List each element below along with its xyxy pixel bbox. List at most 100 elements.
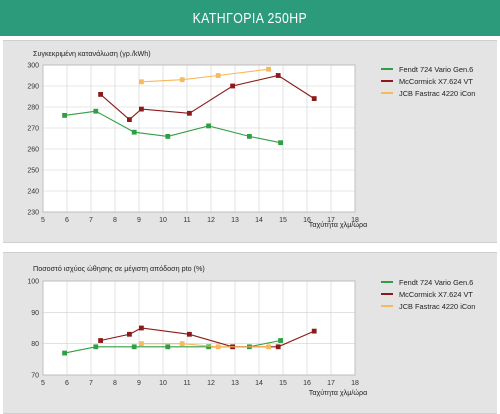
data-point-mccormick	[127, 331, 132, 337]
x-tick-label: 17	[327, 217, 335, 224]
data-point-mccormick	[98, 92, 103, 97]
legend-swatch	[381, 80, 393, 82]
data-point-fendt	[93, 344, 99, 350]
x-tick-label: 18	[351, 380, 359, 387]
legend-label: Fendt 724 Vario Gen.6	[399, 64, 474, 74]
data-point-mccormick	[139, 106, 144, 112]
data-point-jcb	[215, 344, 221, 350]
data-point-mccormick	[127, 117, 132, 122]
data-point-jcb	[179, 341, 185, 347]
y-tick-label: 230	[27, 210, 39, 217]
x-tick-label: 15	[279, 380, 287, 387]
power-chart: 70 80 90 100 5 6 7 8 9 10 11 12 13 14 15 16 17 18Ταχύτητα…	[27, 279, 368, 398]
legend-item-fendt: Fendt 724 Vario Gen.6	[381, 63, 475, 75]
data-point-fendt	[206, 344, 211, 350]
data-point-fendt	[93, 108, 99, 114]
legend-item-jcb: JCB Fastrac 4220 iCon	[381, 300, 475, 312]
legend: Fendt 724 Vario Gen.6 McCormick X7.624 V…	[381, 276, 475, 312]
y-tick-label: 250	[27, 168, 39, 175]
legend-item-mccormick: McCormick X7.624 VT	[381, 288, 475, 300]
x-tick-label: 9	[137, 217, 141, 224]
x-tick-label: 14	[255, 217, 263, 224]
x-tick-label: 8	[113, 380, 117, 387]
x-tick-label: 13	[231, 380, 239, 387]
chart-title: Ποσοστό ισχύος ώθησης σε μέγιστη απόδοση…	[33, 264, 205, 273]
legend: Fendt 724 Vario Gen.6 McCormick X7.624 V…	[381, 63, 475, 99]
series-line-jcb	[141, 68, 269, 83]
series-line-jcb	[141, 343, 269, 348]
data-point-jcb	[215, 73, 221, 78]
consumption-chart: 230 240 250 260 270 280 290 300 5 6 7 8 9 10 11 12 13 14 1…	[27, 63, 368, 230]
data-point-mccormick	[230, 83, 235, 89]
data-point-fendt	[62, 113, 67, 118]
legend-item-mccormick: McCormick X7.624 VT	[381, 75, 475, 87]
x-tick-label: 10	[159, 217, 167, 224]
data-point-fendt	[278, 338, 283, 343]
x-tick-label: 11	[183, 217, 190, 224]
x-axis-label: Ταχύτητα χλμ/ώρα	[309, 388, 368, 397]
x-tick-label: 9	[137, 380, 141, 387]
page-title: ΚΑΤΗΓΟΡΙΑ 250HP	[192, 9, 308, 27]
x-tick-label: 14	[255, 380, 263, 387]
data-point-fendt	[62, 350, 67, 356]
legend-label: McCormick X7.624 VT	[399, 76, 473, 86]
x-tick-label: 5	[41, 380, 45, 387]
x-tick-label: 7	[89, 380, 93, 387]
data-point-mccormick	[187, 331, 192, 337]
data-point-mccormick	[98, 338, 103, 343]
header-bar: ΚΑΤΗΓΟΡΙΑ 250HP	[0, 0, 500, 36]
y-tick-label: 300	[27, 63, 39, 70]
y-tick-label: 80	[31, 341, 39, 348]
x-tick-label: 16	[303, 217, 311, 224]
data-point-fendt	[131, 129, 137, 135]
chart-panel-power: Ποσοστό ισχύος ώθησης σε μέγιστη απόδοση…	[3, 252, 497, 414]
data-point-fendt	[165, 344, 171, 350]
y-tick-label: 280	[27, 105, 39, 112]
legend-swatch	[381, 92, 393, 94]
y-tick-label: 260	[27, 147, 39, 154]
plot-area	[42, 280, 356, 376]
data-point-jcb	[266, 66, 271, 72]
x-tick-label: 16	[303, 380, 311, 387]
x-tick-label: 15	[279, 217, 287, 224]
x-tick-label: 12	[207, 380, 215, 387]
data-point-mccormick	[139, 325, 144, 331]
data-point-fendt	[278, 140, 283, 146]
x-axis-label: Ταχύτητα χλμ/ώρα	[309, 220, 368, 229]
legend-swatch	[381, 281, 393, 283]
y-tick-label: 100	[27, 279, 39, 286]
data-point-fendt	[165, 134, 171, 139]
data-point-mccormick	[187, 110, 192, 116]
data-point-mccormick	[311, 328, 317, 334]
legend-label: McCormick X7.624 VT	[399, 289, 473, 299]
x-tick-label: 12	[207, 217, 215, 224]
data-point-fendt	[247, 134, 252, 139]
legend-swatch	[381, 305, 393, 307]
legend-label: Fendt 724 Vario Gen.6	[399, 277, 474, 287]
y-tick-label: 90	[31, 310, 39, 317]
x-tick-label: 5	[41, 217, 45, 224]
data-point-fendt	[131, 344, 137, 350]
x-tick-label: 8	[113, 217, 117, 224]
data-point-jcb	[179, 77, 185, 83]
data-point-mccormick	[275, 344, 281, 350]
chart-panel-consumption: Συγκεκριμένη κατανάλωση (γρ./kWh) 230 240…	[3, 40, 497, 243]
x-tick-label: 17	[327, 380, 335, 387]
data-point-jcb	[266, 344, 271, 350]
chart-title: Συγκεκριμένη κατανάλωση (γρ./kWh)	[33, 49, 151, 58]
data-point-jcb	[139, 341, 144, 347]
x-tick-label: 6	[65, 380, 69, 387]
x-tick-label: 11	[183, 380, 190, 387]
data-point-mccormick	[275, 73, 281, 78]
y-tick-label: 70	[31, 373, 39, 380]
x-tick-label: 10	[159, 380, 167, 387]
x-tick-label: 6	[65, 217, 69, 224]
legend-item-jcb: JCB Fastrac 4220 iCon	[381, 87, 475, 99]
x-tick-label: 18	[351, 217, 359, 224]
legend-swatch	[381, 293, 393, 295]
data-point-mccormick	[311, 96, 317, 101]
data-point-jcb	[139, 79, 144, 85]
legend-swatch	[381, 68, 393, 70]
legend-label: JCB Fastrac 4220 iCon	[399, 301, 476, 311]
y-tick-label: 290	[27, 84, 39, 91]
